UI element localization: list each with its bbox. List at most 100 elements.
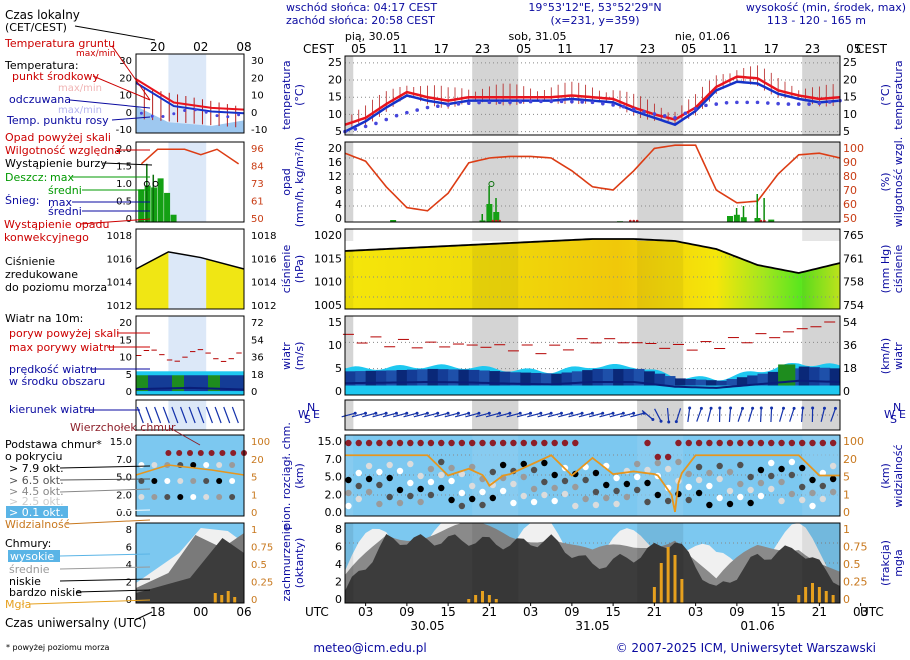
wind-arrow — [444, 412, 459, 418]
mini-humidity-tick: 61 — [251, 197, 264, 208]
cover-axis-label: zachmurzenie — [280, 524, 293, 601]
fog-bar — [652, 587, 656, 603]
wind-arrow-head — [498, 411, 502, 415]
cover-tick-right: 0.5 — [843, 558, 861, 571]
wind-bar — [623, 368, 635, 386]
cloud-base-dot — [633, 486, 641, 494]
sunrise-text: wschód słońca: 04:17 CEST — [286, 1, 437, 14]
mini-cloud-top-dot — [208, 450, 215, 456]
footer-email[interactable]: meteo@icm.edu.pl — [313, 641, 426, 655]
wind-arrow — [351, 412, 366, 418]
mini-cloud-tick: 2.0 — [116, 490, 132, 501]
cloud-base-dot — [819, 482, 827, 490]
cloud-top-dot — [572, 439, 579, 447]
cloud-base-dot — [603, 481, 610, 489]
fog-bar — [824, 591, 828, 603]
cover-tick-left: 6 — [335, 541, 342, 554]
cloud-base-dot — [664, 465, 672, 473]
cloud-tick-right: 0 — [843, 506, 850, 519]
pressure-tick-right: 758 — [843, 276, 864, 289]
wind-arrow — [578, 412, 593, 418]
cloud-base-dot — [448, 496, 455, 504]
mini-wind-arrow — [154, 406, 162, 424]
wind-arrow-head — [518, 411, 522, 415]
wind-arrow-head — [770, 406, 774, 410]
cover-tick-right: 0.75 — [843, 541, 868, 554]
rain-max-bar — [481, 214, 483, 222]
cloud-base-dot — [757, 492, 765, 500]
cloud-base-dot — [613, 487, 620, 495]
mini-rain-bar — [157, 178, 164, 222]
mini-cloud-base-dot — [229, 478, 236, 484]
dewpoint-dot — [631, 107, 636, 112]
dewpoint-dot — [714, 102, 719, 106]
mini-wind-arrow — [223, 406, 231, 424]
wind-arrow-head — [801, 406, 805, 410]
time-tick-top: 11 — [557, 42, 572, 56]
mini-cloud-base-dot — [216, 462, 223, 468]
legend-wind-speed1: prędkość wiatru — [9, 363, 97, 376]
altitude-values: 113 - 120 - 165 m — [767, 14, 866, 27]
cloud-base-dot — [458, 502, 466, 510]
fog-bar — [494, 599, 498, 603]
legend-snow-max: max — [48, 196, 72, 209]
cloud-base-dot — [561, 477, 569, 485]
rain-mean-bar — [754, 218, 761, 222]
wind-arrow — [737, 408, 744, 422]
cloud-base-dot — [427, 478, 435, 486]
cloud-top-dot — [788, 439, 796, 447]
cloud-top-dot — [427, 439, 435, 447]
night-band — [345, 435, 354, 516]
time-tick-bottom: 03 — [358, 605, 373, 619]
mini-dewpoint-fill — [136, 106, 244, 133]
cloud-base-dot — [747, 499, 754, 507]
mini-visibility-line — [135, 464, 245, 476]
temp-tick-left: 15 — [328, 91, 342, 104]
cloud-base-dot — [541, 459, 548, 467]
time-tick-top: 23 — [475, 42, 490, 56]
pressure-axis-unit-right: (mm Hg) — [879, 245, 892, 294]
cloud-top-dot — [520, 439, 527, 447]
cloud-base-dot — [716, 494, 723, 502]
mini-fog-tick: 0.25 — [251, 578, 273, 589]
cloud-top-dot — [809, 439, 816, 447]
cloud-low-area — [345, 534, 840, 603]
wind-arrow — [619, 412, 634, 418]
cloud-base-dot — [365, 462, 373, 470]
wind-bar — [798, 366, 810, 386]
fog-bar — [666, 547, 670, 603]
dewpoint-dot — [508, 100, 512, 105]
legend-maxmin: max/min — [58, 83, 102, 94]
mini-cloud-low — [136, 538, 244, 603]
wind-arrow-head — [590, 411, 594, 415]
dewpoint-dot — [683, 111, 688, 116]
mini-cloud-base-dot — [216, 478, 223, 484]
wind-arrow-head — [782, 406, 786, 410]
cloud-base-dot — [592, 501, 600, 509]
fog-bar — [487, 595, 491, 603]
wind-tick-right: 0 — [843, 385, 850, 398]
legend-pointer — [111, 116, 151, 121]
mini-pressure-tick: 1014 — [107, 278, 132, 289]
cloud-base-dot — [520, 460, 527, 468]
cloud-top-dot — [768, 439, 775, 447]
mini-top-tick: 02 — [193, 40, 208, 54]
wind-arrow — [599, 412, 614, 418]
footnote: * powyżej poziomu morza — [6, 643, 110, 652]
night-band — [802, 229, 840, 241]
cloud-base-dot — [809, 489, 816, 497]
time-tick-top: 17 — [764, 42, 779, 56]
wind-arrow — [568, 412, 583, 418]
cloud-base-dot — [819, 495, 827, 503]
mini-wind-arrow — [231, 406, 239, 424]
mini-wind-arrow — [214, 406, 222, 424]
cloud-top-dot — [726, 439, 734, 447]
fog-bar — [804, 587, 808, 603]
cloud-base-dot — [572, 470, 579, 478]
cloud-tick-left: 15.0 — [318, 435, 343, 448]
legend-low: niskie — [9, 575, 41, 588]
wind-arrow — [589, 412, 603, 418]
night-band — [472, 229, 519, 241]
wind-arrow-head — [477, 411, 481, 415]
